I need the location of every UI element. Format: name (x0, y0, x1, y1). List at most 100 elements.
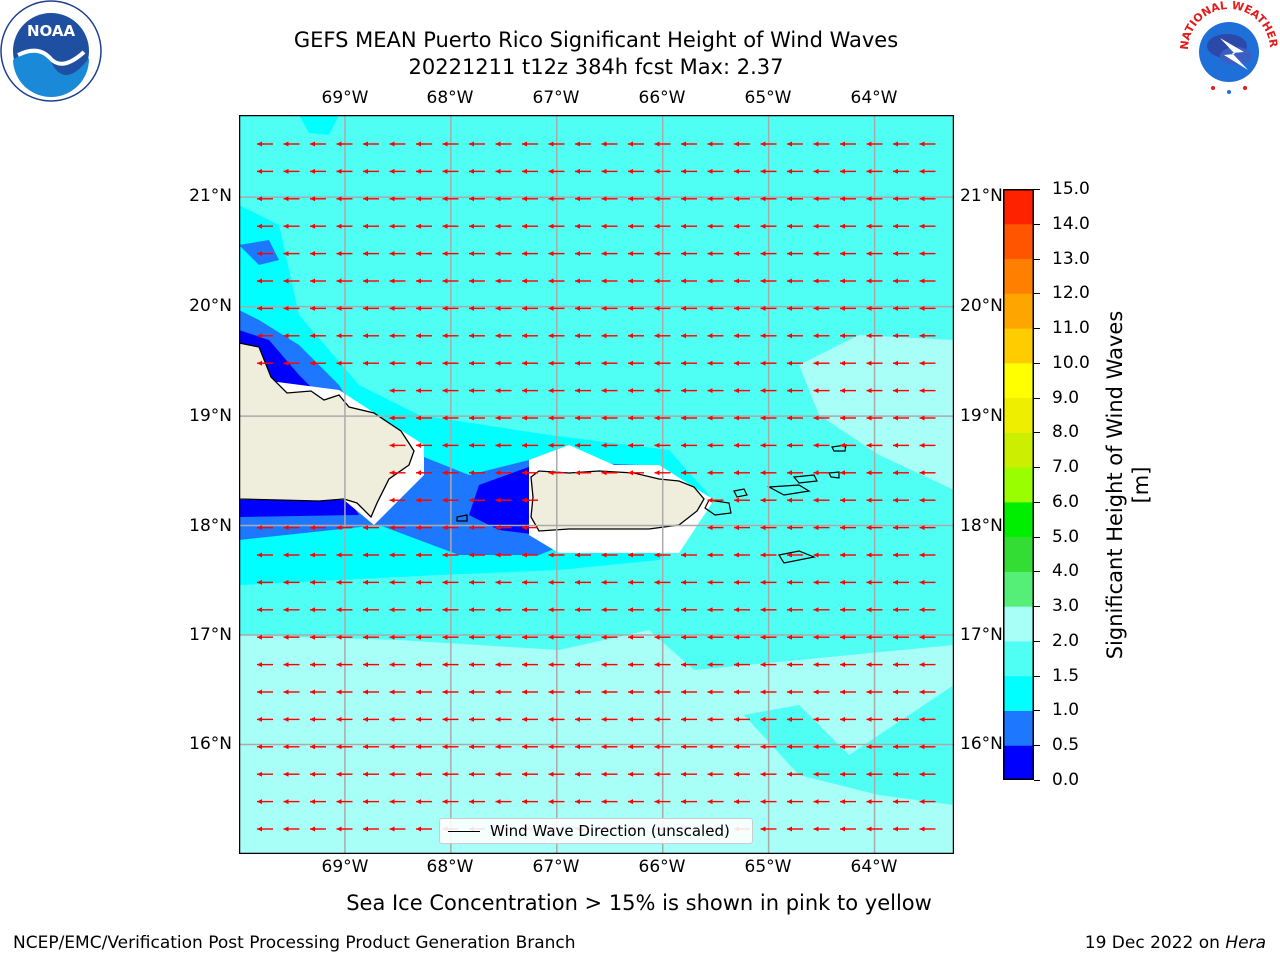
colorbar-tick-label: 11.0 (1052, 318, 1090, 339)
wave-direction-arrow (601, 415, 618, 421)
wave-direction-arrow (893, 470, 909, 476)
wave-direction-arrow (548, 799, 565, 805)
lat-label-left: 17°N (189, 625, 232, 645)
wave-direction-arrow (469, 305, 485, 311)
wave-direction-arrow (813, 744, 830, 750)
wave-direction-arrow (469, 360, 485, 366)
colorbar-segment (1003, 640, 1034, 677)
wave-direction-arrow (840, 662, 856, 668)
wave-direction-arrow (893, 497, 909, 503)
wave-direction-arrow (416, 716, 432, 722)
wave-direction-arrow (787, 799, 803, 805)
wave-direction-arrow (919, 744, 936, 750)
wave-direction-arrow (548, 771, 565, 777)
wave-direction-arrow (813, 442, 830, 448)
wave-direction-arrow (628, 579, 644, 585)
colorbar-segment (1003, 293, 1034, 329)
wave-direction-arrow (760, 278, 777, 284)
wave-direction-arrow (734, 552, 750, 558)
wave-direction-arrow (734, 689, 750, 695)
wave-direction-arrow (389, 634, 406, 640)
wave-direction-arrow (469, 771, 485, 777)
wave-direction-arrow (522, 388, 538, 394)
wave-direction-arrow (760, 799, 777, 805)
wave-direction-arrow (442, 442, 459, 448)
footer-date-text: 19 Dec 2022 on (1084, 933, 1226, 953)
colorbar-tick-mark (1034, 189, 1040, 190)
wave-direction-arrow (575, 141, 591, 147)
wave-direction-arrow (707, 689, 724, 695)
colorbar-tick-label: 13.0 (1052, 248, 1090, 269)
wave-direction-arrow (363, 360, 379, 366)
colorbar-tick-mark (1034, 223, 1040, 225)
wave-direction-arrow (495, 333, 512, 339)
wave-direction-arrow (336, 799, 353, 805)
wave-direction-arrow (575, 168, 591, 174)
wave-direction-arrow (522, 607, 538, 613)
wave-direction-arrow (601, 305, 618, 311)
wave-direction-arrow (654, 305, 671, 311)
wave-direction-arrow (257, 278, 273, 284)
wave-direction-arrow (548, 634, 565, 640)
wave-direction-arrow (734, 771, 750, 777)
wave-direction-arrow (495, 579, 512, 585)
wave-direction-arrow (893, 168, 909, 174)
wave-direction-arrow (495, 223, 512, 229)
map-legend: Wind Wave Direction (unscaled) (439, 818, 753, 844)
wave-direction-arrow (469, 552, 485, 558)
wave-direction-arrow (919, 470, 936, 476)
wave-direction-arrow (734, 662, 750, 668)
wave-direction-arrow (469, 525, 485, 531)
wave-direction-arrow (893, 360, 909, 366)
wave-direction-arrow (522, 799, 538, 805)
legend-label: Wind Wave Direction (unscaled) (490, 822, 730, 840)
wave-direction-arrow (363, 826, 379, 832)
wave-direction-arrow (628, 360, 644, 366)
wave-direction-arrow (734, 525, 750, 531)
wave-direction-arrow (310, 716, 326, 722)
wave-direction-arrow (628, 415, 644, 421)
wave-direction-arrow (283, 634, 300, 640)
wave-direction-arrow (893, 223, 909, 229)
wave-direction-arrow (389, 771, 406, 777)
wave-direction-arrow (681, 799, 697, 805)
wave-direction-arrow (866, 278, 883, 284)
wave-direction-arrow (813, 360, 830, 366)
wave-direction-arrow (919, 360, 936, 366)
wave-direction-arrow (893, 415, 909, 421)
wave-direction-arrow (707, 634, 724, 640)
wave-direction-arrow (522, 579, 538, 585)
wave-direction-arrow (442, 278, 459, 284)
wave-direction-arrow (681, 141, 697, 147)
colorbar-tick-label: 0.5 (1052, 735, 1080, 756)
wave-direction-arrow (866, 607, 883, 613)
wave-direction-arrow (654, 579, 671, 585)
chart-subtitle: 20221211 t12z 384h fcst Max: 2.37 (408, 55, 784, 79)
wave-direction-arrow (548, 196, 565, 202)
nws-logo: NATIONAL WEATHER SERVICE (1174, 0, 1280, 100)
wave-direction-arrow (681, 662, 697, 668)
wave-direction-arrow (442, 415, 459, 421)
colorbar-segment (1003, 501, 1034, 538)
wave-direction-arrow (654, 662, 671, 668)
wave-direction-arrow (866, 360, 883, 366)
wave-direction-arrow (919, 771, 936, 777)
wave-direction-arrow (707, 168, 724, 174)
wave-direction-arrow (336, 826, 353, 832)
wave-direction-arrow (363, 607, 379, 613)
wave-direction-arrow (787, 634, 803, 640)
wave-direction-arrow (416, 196, 432, 202)
wave-direction-arrow (628, 251, 644, 257)
wave-direction-arrow (601, 607, 618, 613)
lon-label-top: 65°W (744, 88, 792, 108)
wave-direction-arrow (548, 141, 565, 147)
wave-direction-arrow (866, 579, 883, 585)
wave-direction-arrow (893, 799, 909, 805)
wave-direction-arrow (257, 689, 273, 695)
wave-direction-arrow (363, 141, 379, 147)
wave-direction-arrow (336, 744, 353, 750)
wave-direction-arrow (628, 744, 644, 750)
footer-date: 19 Dec 2022 on Hera (1085, 933, 1266, 953)
wave-direction-arrow (840, 552, 856, 558)
wave-direction-arrow (548, 223, 565, 229)
